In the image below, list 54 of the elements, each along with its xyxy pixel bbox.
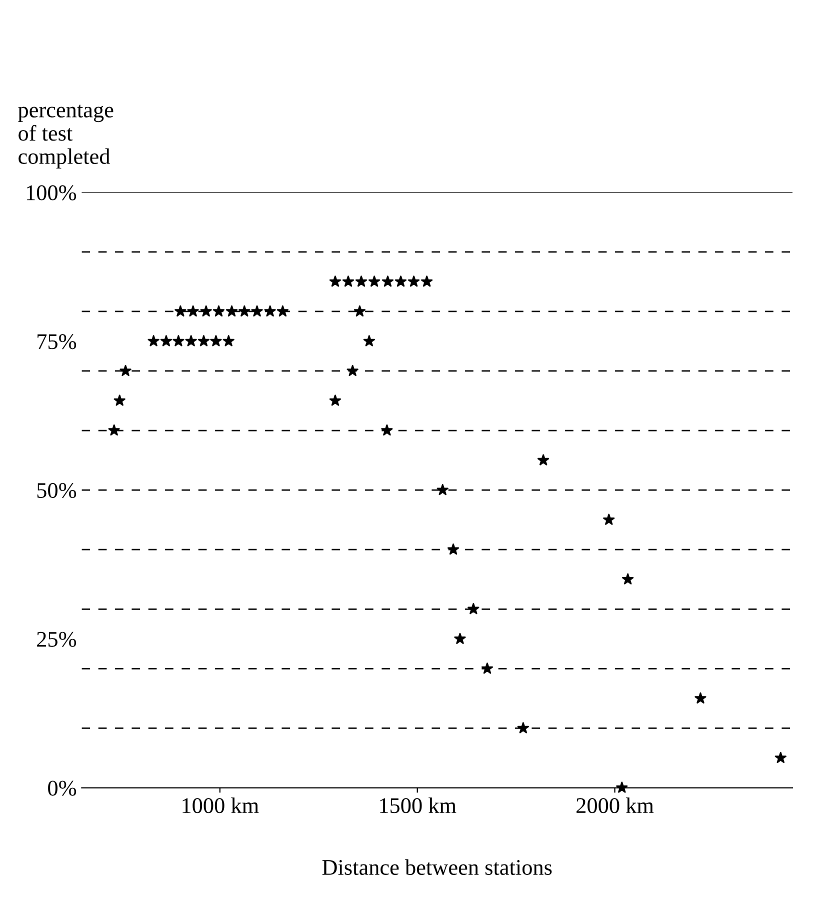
point [238, 305, 250, 316]
point [481, 662, 494, 674]
point [264, 305, 276, 316]
point [210, 335, 222, 346]
point [174, 305, 186, 316]
point [616, 782, 628, 793]
point [603, 514, 615, 525]
point [355, 276, 368, 287]
point [329, 276, 342, 287]
point [251, 305, 263, 316]
x-tick-label: 1500 km [380, 797, 456, 814]
point [120, 364, 132, 376]
y-tick-label: 50% [37, 482, 76, 498]
point [187, 305, 199, 316]
point [222, 335, 234, 346]
x-tick-label: 1000 km [182, 797, 259, 814]
point [346, 364, 358, 376]
point [226, 305, 238, 316]
y-tick-label: 25% [37, 632, 76, 647]
point [342, 276, 354, 287]
point [468, 603, 480, 614]
point [363, 335, 375, 346]
point [538, 454, 550, 466]
y-tick-label: 75% [38, 334, 76, 350]
point [368, 276, 380, 287]
point [447, 544, 460, 555]
point [276, 305, 289, 316]
point [622, 573, 634, 584]
point [694, 692, 706, 704]
point [172, 335, 184, 346]
y-tick-label: 0% [48, 780, 76, 796]
point [382, 276, 394, 287]
point [454, 632, 466, 644]
point [408, 276, 420, 287]
point [160, 335, 172, 346]
x-axis-title: Distance between stations [322, 859, 552, 875]
point [148, 335, 160, 346]
y-tick-label: 100% [26, 185, 76, 200]
x-tick-label: 2000 km [576, 797, 654, 814]
point [436, 484, 448, 496]
point [108, 424, 120, 436]
point [774, 752, 786, 764]
point [381, 424, 393, 436]
point [517, 722, 529, 734]
point [200, 305, 212, 316]
point [394, 276, 407, 287]
point [212, 305, 225, 316]
point [114, 394, 126, 406]
point [329, 394, 342, 406]
point [198, 335, 210, 346]
y-axis-title: percentage of test completed [18, 104, 114, 169]
point [354, 305, 366, 316]
point [185, 335, 197, 346]
point [421, 276, 433, 287]
